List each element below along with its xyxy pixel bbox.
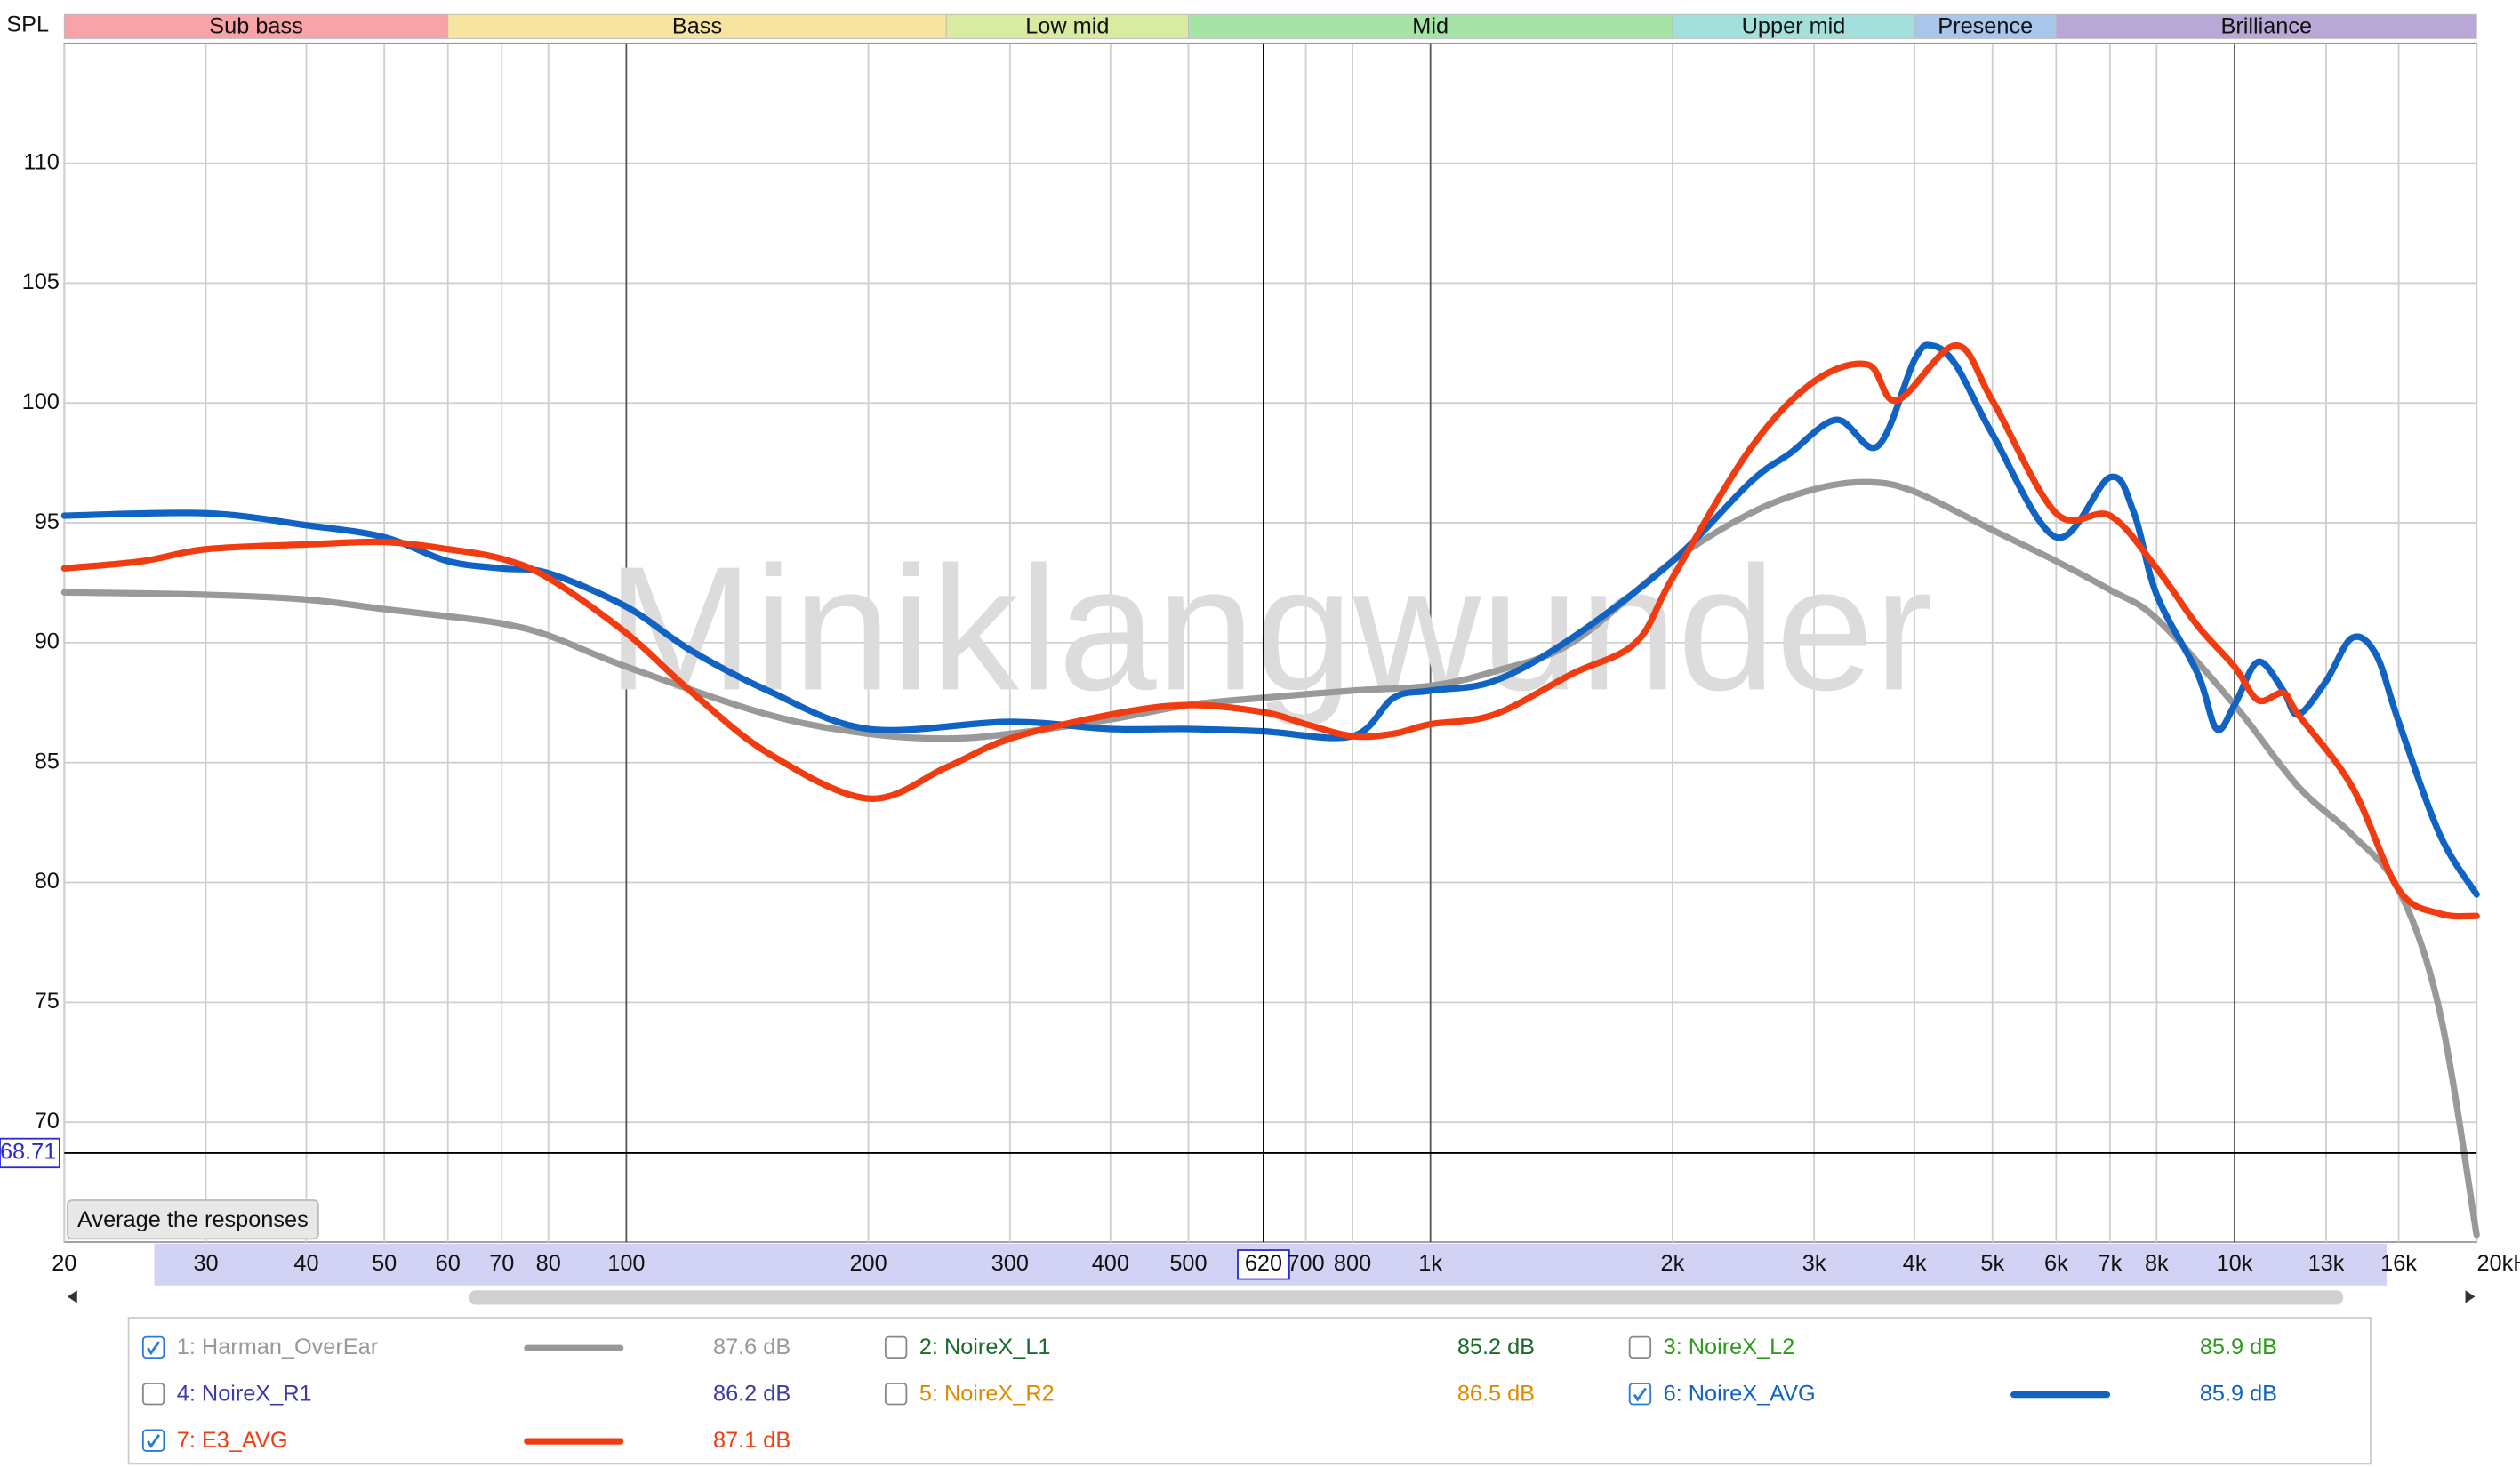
y-tick-label: 75: [35, 989, 60, 1014]
band: [1914, 13, 2057, 39]
x-tick-label: 40: [293, 1251, 318, 1276]
legend-checkmark: [1633, 1387, 1647, 1402]
cursor-y-label: 68.71: [0, 1140, 56, 1165]
x-tick-label: 3k: [1802, 1251, 1826, 1276]
x-tick-label: 60: [436, 1251, 461, 1276]
x-tick-label: 20kHz: [2476, 1251, 2520, 1276]
legend-checkbox[interactable]: [884, 1335, 908, 1359]
x-tick-label: 400: [1092, 1251, 1129, 1276]
legend-checkmark: [147, 1434, 161, 1449]
y-tick-label: 90: [35, 629, 60, 654]
x-tick-label: 7k: [2099, 1251, 2123, 1276]
band: [1188, 13, 1673, 39]
x-tick-label: 1k: [1418, 1251, 1442, 1276]
x-tick-label: 8k: [2145, 1251, 2169, 1276]
band: [447, 13, 947, 39]
x-tick-label: 200: [849, 1251, 887, 1276]
cursor-x-box: [1237, 1249, 1290, 1280]
x-tick-label: 4k: [1903, 1251, 1927, 1276]
band: [1672, 13, 1915, 39]
legend-level: 85.9 dB: [2200, 1335, 2277, 1359]
response-curve: [60, 341, 2480, 920]
y-tick-label: 95: [35, 509, 60, 534]
legend-level: 85.2 dB: [1457, 1335, 1535, 1359]
legend-checkbox[interactable]: [1628, 1335, 1652, 1359]
band-label: Bass: [672, 13, 722, 38]
legend-checkmark: [147, 1341, 161, 1356]
legend-level: 86.5 dB: [1457, 1381, 1535, 1406]
legend-name: 7: E3_AVG: [177, 1428, 288, 1453]
legend-name: 3: NoireX_L2: [1664, 1335, 1795, 1359]
average-button-label: Average the responses: [77, 1207, 309, 1232]
band-label: Sub bass: [209, 13, 302, 38]
x-tick-label: 16k: [2380, 1251, 2417, 1276]
legend-level: 85.9 dB: [2200, 1381, 2277, 1406]
legend-level: 86.2 dB: [713, 1381, 791, 1406]
x-tick-label: 6k: [2044, 1251, 2068, 1276]
grid: [63, 43, 2478, 1242]
y-tick-label: 80: [35, 869, 60, 894]
legend-checkbox[interactable]: [884, 1383, 908, 1406]
x-tick-label: 500: [1169, 1251, 1207, 1276]
x-tick-label: 13k: [2308, 1251, 2345, 1276]
x-tick-label: 70: [489, 1251, 514, 1276]
band-label: Mid: [1412, 13, 1449, 38]
legend-checkbox[interactable]: [141, 1429, 165, 1452]
legend-panel: [127, 1317, 2372, 1465]
x-tick-label: 5k: [1980, 1251, 2004, 1276]
cursor-y-box: [0, 1137, 60, 1169]
legend-name: 4: NoireX_R1: [177, 1381, 312, 1406]
legend-name: 5: NoireX_R2: [919, 1381, 1055, 1406]
scrollbar[interactable]: [469, 1290, 2344, 1305]
scroll-right[interactable]: [2465, 1290, 2476, 1303]
y-axis-label: SPL: [6, 12, 49, 37]
legend-name: 2: NoireX_L1: [919, 1335, 1051, 1359]
x-tick-label: 80: [536, 1251, 561, 1276]
legend-level: 87.6 dB: [713, 1335, 791, 1359]
curves: [60, 341, 2480, 1239]
average-button[interactable]: [67, 1199, 319, 1240]
legend-name: 6: NoireX_AVG: [1664, 1381, 1816, 1406]
legend-checkbox[interactable]: [141, 1335, 165, 1359]
x-tick-label: 30: [193, 1251, 218, 1276]
x-tick-label: 2k: [1661, 1251, 1685, 1276]
band: [2055, 13, 2477, 39]
y-tick-label: 70: [35, 1109, 60, 1134]
cursor: 68.71 620: [0, 43, 2477, 1280]
x-tick-label: 50: [372, 1251, 397, 1276]
x-tick-label: 700: [1287, 1251, 1324, 1276]
legend-level: 87.1 dB: [713, 1428, 791, 1453]
scroll-left[interactable]: [67, 1290, 77, 1303]
x-tick-label: 10k: [2217, 1251, 2253, 1276]
x-tick-label: 800: [1334, 1251, 1371, 1276]
legend: 1: Harman_OverEar 87.6 dB 2: NoireX_L1 85.2…: [141, 1335, 2277, 1453]
legend-name: 1: Harman_OverEar: [177, 1335, 378, 1359]
band-label: Low mid: [1025, 13, 1109, 38]
band-label: Upper mid: [1742, 13, 1846, 38]
y-tick-label: 100: [22, 389, 60, 414]
legend-checkbox[interactable]: [1628, 1383, 1652, 1406]
band: [945, 13, 1189, 39]
y-tick-label: 105: [22, 269, 60, 294]
x-tick-label: 20: [52, 1251, 76, 1276]
band-label: Brilliance: [2220, 13, 2312, 38]
y-tick-label: 85: [35, 749, 60, 774]
x-tick-label: 100: [607, 1251, 645, 1276]
response-curve: [60, 341, 2480, 898]
legend-checkbox[interactable]: [141, 1383, 165, 1406]
bands: Sub bass Bass Low mid Mid Upper mid Presence B…: [63, 13, 2477, 39]
response-curve: [60, 478, 2480, 1239]
band-label: Presence: [1938, 13, 2033, 38]
cursor-x-label: 620: [1245, 1251, 1282, 1276]
x-tick-label: 300: [991, 1251, 1029, 1276]
y-tick-label: 110: [24, 149, 60, 174]
